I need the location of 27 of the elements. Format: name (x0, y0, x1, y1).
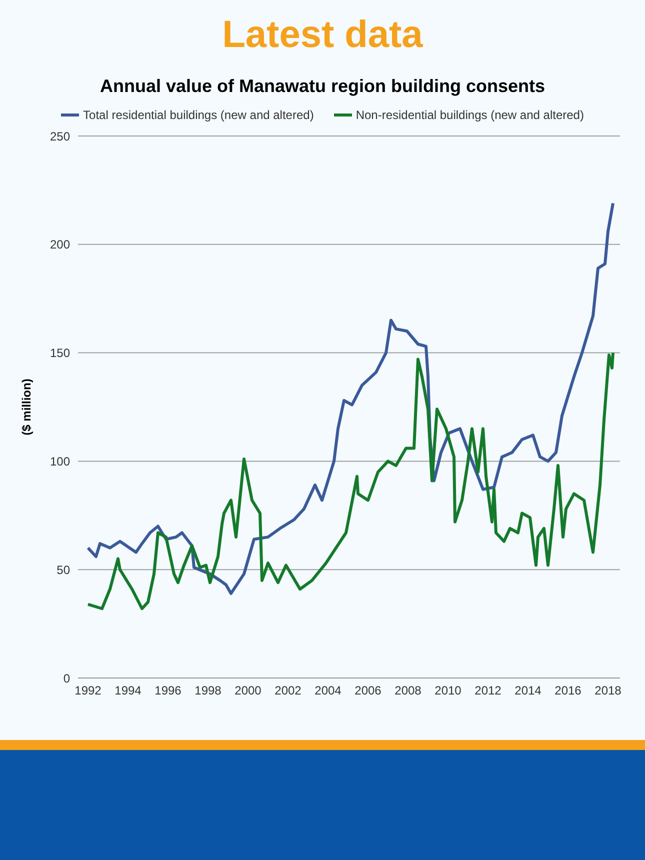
legend-label: Non-residential buildings (new and altered) (356, 108, 584, 122)
x-tick-label: 1992 (74, 684, 102, 698)
chart-title: Latest data (221, 14, 424, 57)
x-tick-label: 2004 (314, 684, 342, 698)
x-tick-label: 2010 (434, 684, 462, 698)
x-tick-label: 1998 (194, 684, 222, 698)
y-tick-label: 150 (50, 346, 70, 360)
y-tick-label: 50 (56, 562, 70, 577)
x-tick-label: 2012 (474, 684, 502, 698)
x-tick-label: 1994 (114, 684, 142, 698)
x-tick-label: 2000 (234, 684, 262, 698)
x-tick-label: 2018 (594, 684, 622, 698)
x-tick-label: 2006 (354, 684, 382, 698)
line-series (86, 351, 614, 610)
y-tick-label: 250 (50, 129, 70, 144)
x-tick-label: 1996 (154, 684, 182, 698)
y-tick-label: 0 (63, 671, 70, 686)
y-tick-label: 200 (50, 238, 70, 252)
y-axis-title: ($ million) (19, 378, 34, 436)
line-series (86, 202, 614, 595)
x-tick-label: 2014 (514, 684, 542, 698)
chart-subtitle: Annual value of Manawatu region building consents (98, 76, 546, 97)
x-tick-label: 2008 (394, 684, 422, 698)
x-tick-label: 2002 (274, 684, 302, 698)
y-tick-label: 100 (50, 454, 70, 468)
x-tick-label: 2016 (554, 684, 582, 698)
legend-label: Total residential buildings (new and altered) (83, 108, 314, 122)
